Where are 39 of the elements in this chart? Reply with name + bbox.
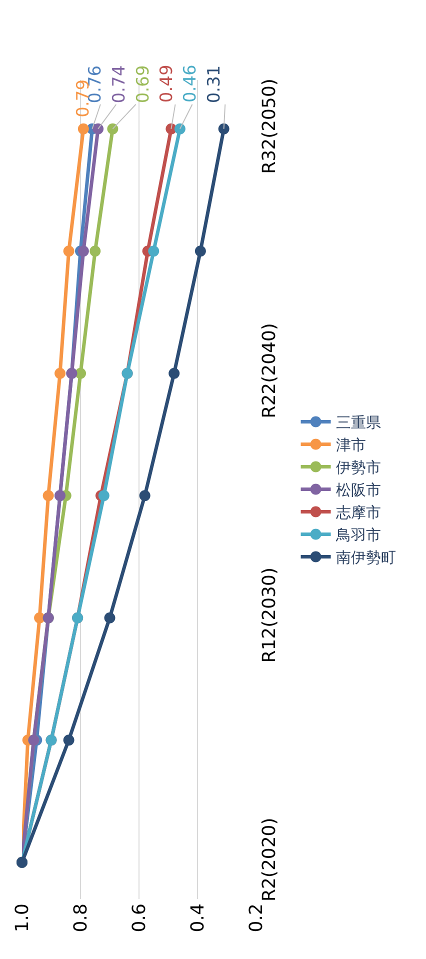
- y-tick-label: R12(2030): [259, 568, 280, 663]
- point: [92, 123, 104, 134]
- y-tick-label: R2(2020): [259, 818, 280, 902]
- point: [194, 246, 206, 257]
- x-tick-label: 0.6: [128, 904, 150, 932]
- point: [174, 123, 186, 134]
- point: [107, 123, 118, 134]
- x-tick-label: 1.0: [12, 904, 33, 932]
- y-tick-label: R22(2040): [259, 323, 280, 418]
- legend-label: 松阪市: [336, 481, 381, 500]
- point: [98, 490, 110, 502]
- x-tick-label: 0.8: [70, 904, 92, 932]
- y-tick-label: R32(2050): [259, 78, 280, 174]
- point: [54, 368, 66, 379]
- point: [78, 123, 89, 134]
- point: [139, 490, 150, 502]
- point: [218, 123, 230, 134]
- point: [148, 246, 160, 257]
- x-tick-label: 0.4: [187, 904, 208, 932]
- point: [78, 246, 89, 257]
- data-label: 0.74: [109, 65, 130, 104]
- data-label: 0.69: [133, 65, 154, 104]
- data-label: 0.46: [180, 64, 201, 102]
- legend-label: 伊勢市: [336, 458, 381, 477]
- point: [34, 612, 46, 624]
- point: [63, 734, 74, 746]
- point: [168, 368, 180, 379]
- legend-label: 津市: [336, 436, 366, 454]
- data-label: 0.31: [204, 65, 224, 104]
- point: [104, 612, 116, 624]
- point: [42, 490, 54, 502]
- point: [63, 246, 74, 257]
- legend-label: 志摩市: [336, 504, 381, 522]
- legend-label: 三重県: [336, 414, 381, 432]
- legend-label: 南伊勢町: [336, 548, 396, 567]
- data-label: 0.49: [156, 64, 177, 103]
- x-tick-label: 0.2: [246, 904, 267, 932]
- point: [90, 246, 101, 257]
- legend-label: 鳥羽市: [334, 526, 381, 544]
